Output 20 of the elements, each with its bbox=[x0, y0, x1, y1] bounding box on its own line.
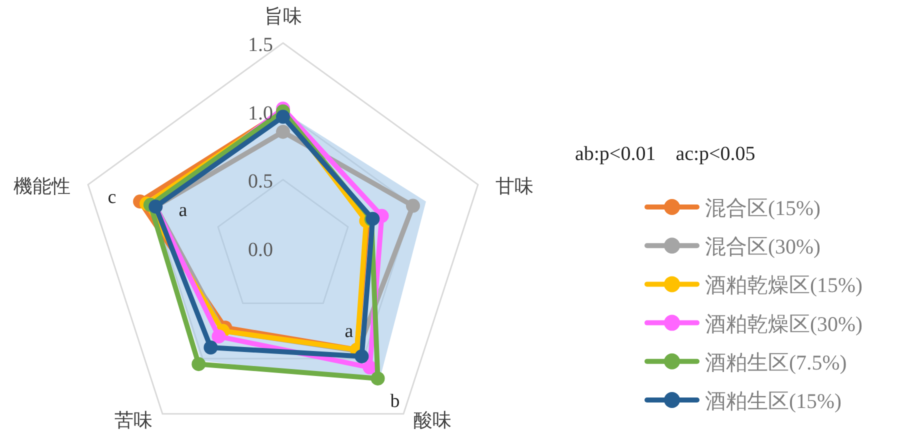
legend-label: 酒粕乾燥区(15%) bbox=[705, 273, 862, 298]
spoke-label: 甘味 bbox=[495, 176, 534, 198]
y-tick-label: 0.0 bbox=[248, 239, 273, 261]
y-tick-label: 1.5 bbox=[248, 34, 273, 56]
legend-label: 混合区(15%) bbox=[705, 196, 820, 220]
spoke-label: 酸味 bbox=[414, 410, 452, 432]
legend-label: 酒粕乾燥区(30%) bbox=[705, 312, 862, 336]
spoke-label: 旨味 bbox=[264, 6, 302, 28]
text: a bbox=[178, 200, 188, 221]
y-tick-label: 0.5 bbox=[248, 170, 273, 193]
text: b bbox=[390, 391, 400, 412]
legend-label: 酒粕生区(15%) bbox=[705, 389, 842, 413]
legend-label: 混合区(30%) bbox=[705, 234, 820, 259]
legend-label: 酒粕生区(7.5%) bbox=[705, 350, 847, 374]
text: a bbox=[344, 321, 354, 342]
text: ab:p<0.01 ac:p<0.05 bbox=[575, 143, 756, 165]
y-tick-label: 1.0 bbox=[248, 102, 273, 124]
text: c bbox=[108, 187, 116, 208]
spoke-label: 苦味 bbox=[114, 410, 152, 432]
spoke-label: 機能性 bbox=[14, 176, 71, 198]
